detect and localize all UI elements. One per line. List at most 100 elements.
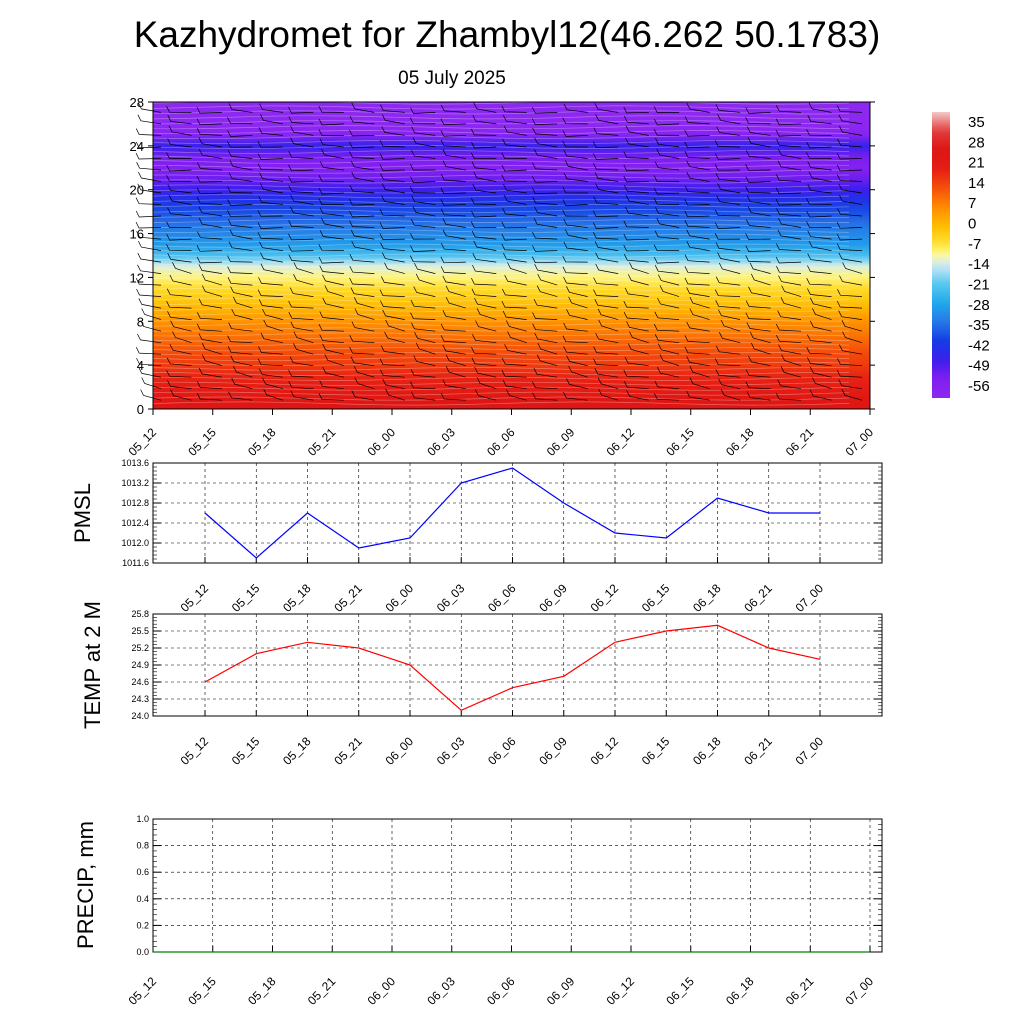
x-tick-label: 07_00 [793,581,827,615]
x-tick-label: 06_06 [485,734,519,768]
x-tick-label: 05_18 [280,734,314,768]
y-tick-label: 1011.6 [122,558,149,568]
y-axis-label: PMSL [70,483,95,543]
chart-title: Kazhydromet for Zhambyl12(46.262 50.1783… [134,14,881,55]
x-tick-label: 06_12 [604,974,638,1008]
x-tick-label: 06_18 [690,581,724,615]
x-tick-label: 06_21 [783,974,817,1008]
y-tick-label: 0.8 [136,841,149,851]
y-tick-label: 8 [137,314,144,329]
plot-frame [153,819,882,952]
x-tick-label: 06_09 [536,581,570,615]
y-tick-label: 1013.2 [121,478,149,488]
x-tick-label: 05_21 [305,974,339,1008]
colorbar-label: -7 [968,236,981,253]
y-tick-label: 24.6 [131,677,149,687]
colorbar-label: -42 [968,337,990,354]
y-tick-label: 1012.0 [121,538,149,548]
x-tick-label: 05_15 [185,974,219,1008]
colorbar-label: -21 [968,276,990,293]
y-tick-label: 4 [137,358,144,373]
colorbar-label: 14 [968,175,985,192]
colorbar-label: 21 [968,155,985,172]
y-tick-label: 0.4 [136,894,149,904]
x-tick-label: 05_12 [126,425,160,459]
x-tick-label: 06_15 [663,425,697,459]
x-tick-label: 06_06 [484,425,518,459]
x-tick-label: 06_09 [536,734,570,768]
x-tick-label: 06_21 [741,581,775,615]
x-tick-label: 06_18 [723,974,757,1008]
x-tick-label: 05_12 [178,581,212,615]
x-tick-label: 06_09 [544,974,578,1008]
y-tick-label: 16 [130,227,144,242]
colorbar-label: 7 [968,195,976,212]
x-tick-label: 06_00 [383,734,417,768]
y-tick-label: 24 [130,139,144,154]
x-tick-label: 06_21 [783,425,817,459]
y-tick-label: 25.8 [131,609,149,619]
x-tick-label: 05_15 [229,734,263,768]
x-tick-label: 05_21 [331,581,365,615]
x-tick-label: 06_18 [723,425,757,459]
x-tick-label: 07_00 [793,734,827,768]
x-tick-label: 06_09 [544,425,578,459]
x-tick-label: 06_15 [639,734,673,768]
x-tick-label: 05_18 [245,974,279,1008]
x-tick-label: 06_03 [424,425,458,459]
x-tick-label: 05_21 [305,425,339,459]
y-tick-label: 0.0 [136,947,149,957]
y-tick-label: 28 [130,95,144,110]
colorbar-label: 35 [968,114,985,131]
colorbar-label: -56 [968,378,990,395]
y-tick-label: 12 [130,270,144,285]
colorbar-scale [932,112,950,398]
colorbar-label: 0 [968,216,976,233]
y-tick-label: 20 [130,183,144,198]
x-tick-label: 06_00 [383,581,417,615]
pmsl-panel: 1011.6 1012.0 1012.4 1012.8 1013.2 1013.6 05_1… [70,458,882,615]
x-tick-label: 07_00 [843,425,877,459]
x-tick-label: 05_12 [126,974,160,1008]
x-tick-label: 05_15 [185,425,219,459]
y-axis-label: TEMP at 2 M [80,601,105,729]
x-tick-label: 06_21 [741,734,775,768]
x-tick-label: 06_06 [485,581,519,615]
y-tick-label: 24.3 [131,694,149,704]
chart-date: 05 July 2025 [398,68,506,89]
x-tick-label: 06_12 [588,734,622,768]
y-tick-label: 0 [137,402,144,417]
x-tick-label: 06_03 [424,974,458,1008]
x-tick-label: 07_00 [843,974,877,1008]
x-tick-label: 06_15 [663,974,697,1008]
x-tick-label: 05_12 [178,734,212,768]
x-tick-label: 06_18 [690,734,724,768]
x-tick-label: 06_12 [604,425,638,459]
x-tick-label: 06_06 [484,974,518,1008]
colorbar-label: -28 [968,297,990,314]
y-tick-label: 25.2 [131,643,149,653]
x-tick-label: 05_21 [331,734,365,768]
y-tick-label: 0.2 [136,920,149,930]
precip-panel: 0.0 0.2 0.4 0.6 0.8 1.0 05_12 05_15 05_18 05_21 06… [73,814,882,1008]
x-tick-label: 06_12 [588,581,622,615]
colorbar-label: -14 [968,256,990,273]
colorbar-label: -35 [968,317,990,334]
colorbar-label: -49 [968,358,990,375]
x-tick-label: 06_00 [365,974,399,1008]
y-tick-label: 1013.6 [121,458,149,468]
y-tick-label: 0.6 [136,867,149,877]
y-tick-label: 1012.4 [121,518,149,528]
x-tick-label: 06_15 [639,581,673,615]
y-tick-label: 1.0 [136,814,149,824]
x-tick-label: 05_18 [280,581,314,615]
y-axis-label: PRECIP, mm [73,821,98,949]
y-tick-label: 24.9 [131,660,149,670]
y-tick-label: 1012.8 [121,498,149,508]
x-tick-label: 06_03 [434,581,468,615]
x-tick-label: 06_00 [365,425,399,459]
